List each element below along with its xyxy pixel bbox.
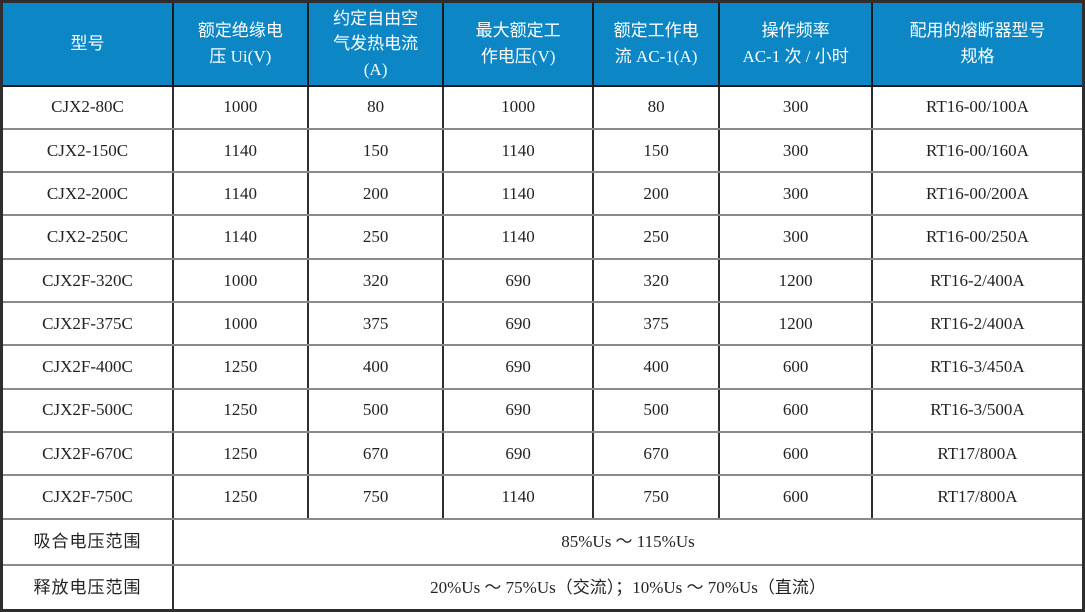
footer-label: 释放电压范围 <box>0 563 174 612</box>
table-row: CJX2F-400C 1250 400 690 400 600 RT16-3/450A <box>0 344 1085 390</box>
value-cell: 80 <box>306 84 445 130</box>
column-header-4: 最大额定工 作电压(V) <box>442 0 594 87</box>
table-row: CJX2-150C 1140 150 1140 150 300 RT16-00/160A <box>0 127 1085 174</box>
value-cell: 500 <box>591 387 721 433</box>
value-cell: 300 <box>718 84 873 130</box>
model-cell: CJX2F-400C <box>0 344 174 390</box>
value-cell: 500 <box>306 387 445 433</box>
footer-value: 85%Us ～ 115%Us <box>171 517 1085 566</box>
value-cell: 600 <box>718 474 873 520</box>
model-cell: CJX2F-320C <box>0 257 174 303</box>
footer-row: 吸合电压范围 85%Us ～ 115%Us <box>0 517 1085 566</box>
value-cell: RT17/800A <box>870 474 1085 520</box>
value-cell: 670 <box>306 430 445 477</box>
value-cell: 300 <box>718 214 873 260</box>
value-cell: 1250 <box>171 344 309 390</box>
table-row: CJX2-80C 1000 80 1000 80 300 RT16-00/100A <box>0 84 1085 130</box>
value-cell: 750 <box>591 474 721 520</box>
column-header-2: 额定绝缘电 压 Ui(V) <box>171 0 309 87</box>
value-cell: 1200 <box>718 257 873 303</box>
value-cell: 670 <box>591 430 721 477</box>
column-header-5: 额定工作电 流 AC-1(A) <box>591 0 721 87</box>
table-row: CJX2F-500C 1250 500 690 500 600 RT16-3/500A <box>0 387 1085 433</box>
table-row: CJX2F-375C 1000 375 690 375 1200 RT16-2/400A <box>0 300 1085 347</box>
column-header-1: 型号 <box>0 0 174 87</box>
model-cell: CJX2-250C <box>0 214 174 260</box>
footer-label: 吸合电压范围 <box>0 517 174 566</box>
model-cell: CJX2-80C <box>0 84 174 130</box>
value-cell: 1140 <box>442 214 594 260</box>
value-cell: 80 <box>591 84 721 130</box>
value-cell: RT16-00/250A <box>870 214 1085 260</box>
value-cell: 1000 <box>171 84 309 130</box>
header-row: 型号 额定绝缘电 压 Ui(V) 约定自由空 气发热电流 (A) 最大额定工 作电压(… <box>0 0 1085 87</box>
value-cell: 320 <box>306 257 445 303</box>
value-cell: 600 <box>718 344 873 390</box>
model-cell: CJX2-150C <box>0 127 174 174</box>
value-cell: 150 <box>591 127 721 174</box>
value-cell: 1000 <box>442 84 594 130</box>
table-row: CJX2-200C 1140 200 1140 200 300 RT16-00/200A <box>0 171 1085 217</box>
table-row: CJX2F-670C 1250 670 690 670 600 RT17/800A <box>0 430 1085 477</box>
value-cell: RT17/800A <box>870 430 1085 477</box>
value-cell: 1000 <box>171 300 309 347</box>
value-cell: RT16-00/100A <box>870 84 1085 130</box>
model-cell: CJX2F-500C <box>0 387 174 433</box>
table-row: CJX2F-320C 1000 320 690 320 1200 RT16-2/400A <box>0 257 1085 303</box>
value-cell: 400 <box>306 344 445 390</box>
value-cell: RT16-2/400A <box>870 300 1085 347</box>
value-cell: 690 <box>442 257 594 303</box>
value-cell: 1250 <box>171 387 309 433</box>
value-cell: 1200 <box>718 300 873 347</box>
value-cell: 1250 <box>171 474 309 520</box>
column-header-6: 操作频率 AC-1 次 / 小时 <box>718 0 873 87</box>
value-cell: RT16-2/400A <box>870 257 1085 303</box>
table-body: CJX2-80C 1000 80 1000 80 300 RT16-00/100A CJX2-… <box>0 84 1085 520</box>
value-cell: 600 <box>718 387 873 433</box>
value-cell: RT16-3/500A <box>870 387 1085 433</box>
footer-value: 20%Us ～ 75%Us（交流）；10%Us ～ 70%Us（直流） <box>171 563 1085 612</box>
value-cell: 200 <box>306 171 445 217</box>
table-row: CJX2F-750C 1250 750 1140 750 600 RT17/800A <box>0 474 1085 520</box>
column-header-3: 约定自由空 气发热电流 (A) <box>306 0 445 87</box>
value-cell: 1140 <box>171 127 309 174</box>
value-cell: 400 <box>591 344 721 390</box>
value-cell: RT16-00/200A <box>870 171 1085 217</box>
value-cell: 690 <box>442 344 594 390</box>
value-cell: 750 <box>306 474 445 520</box>
model-cell: CJX2F-375C <box>0 300 174 347</box>
value-cell: 1140 <box>171 214 309 260</box>
value-cell: RT16-3/450A <box>870 344 1085 390</box>
value-cell: 320 <box>591 257 721 303</box>
table-footer: 吸合电压范围 85%Us ～ 115%Us 释放电压范围 20%Us ～ 75%Us（… <box>0 517 1085 612</box>
model-cell: CJX2F-670C <box>0 430 174 477</box>
value-cell: RT16-00/160A <box>870 127 1085 174</box>
value-cell: 300 <box>718 171 873 217</box>
value-cell: 1140 <box>442 171 594 217</box>
value-cell: 600 <box>718 430 873 477</box>
value-cell: 690 <box>442 387 594 433</box>
column-header-7: 配用的熔断器型号 规格 <box>870 0 1085 87</box>
value-cell: 1250 <box>171 430 309 477</box>
value-cell: 250 <box>306 214 445 260</box>
value-cell: 375 <box>591 300 721 347</box>
table-row: CJX2-250C 1140 250 1140 250 300 RT16-00/250A <box>0 214 1085 260</box>
value-cell: 375 <box>306 300 445 347</box>
value-cell: 300 <box>718 127 873 174</box>
value-cell: 200 <box>591 171 721 217</box>
model-cell: CJX2F-750C <box>0 474 174 520</box>
value-cell: 1140 <box>171 171 309 217</box>
value-cell: 690 <box>442 430 594 477</box>
model-cell: CJX2-200C <box>0 171 174 217</box>
footer-row: 释放电压范围 20%Us ～ 75%Us（交流）；10%Us ～ 70%Us（直流… <box>0 563 1085 612</box>
value-cell: 1000 <box>171 257 309 303</box>
value-cell: 690 <box>442 300 594 347</box>
value-cell: 1140 <box>442 127 594 174</box>
value-cell: 1140 <box>442 474 594 520</box>
value-cell: 250 <box>591 214 721 260</box>
value-cell: 150 <box>306 127 445 174</box>
